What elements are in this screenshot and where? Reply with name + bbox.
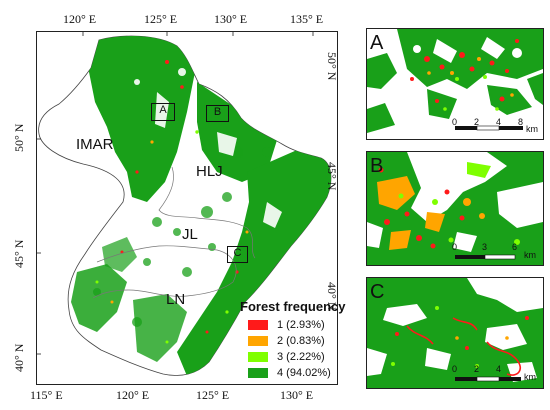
legend-label-3: 3 (2.22%) bbox=[277, 351, 325, 363]
region-label-imar: IMAR bbox=[76, 136, 114, 153]
right-lat-label-45: 45° N bbox=[325, 162, 339, 191]
inset-b-tick-0: 0 bbox=[452, 242, 458, 252]
legend-swatch-2 bbox=[248, 336, 268, 346]
legend-item-3: 3 (2.22%) bbox=[248, 350, 358, 364]
inset-c-map bbox=[367, 278, 543, 388]
inset-a-letter: A bbox=[370, 32, 384, 54]
main-map-frame bbox=[36, 31, 338, 385]
inset-c-tick-1: 2 bbox=[474, 364, 480, 374]
bottom-lon-label-130: 130° E bbox=[280, 388, 314, 402]
inset-b-scale-bar bbox=[455, 254, 516, 260]
legend-swatch-3 bbox=[248, 352, 268, 362]
legend: Forest frequency 1 (2.93%) 2 (0.83%) 3 (… bbox=[240, 299, 358, 382]
main-map bbox=[37, 32, 332, 376]
inset-c bbox=[366, 277, 544, 389]
left-lat-label-45: 45° N bbox=[12, 239, 26, 268]
inset-b-tick-2: 6 bbox=[512, 242, 518, 252]
map-box-a[interactable]: A bbox=[151, 103, 175, 121]
inset-b bbox=[366, 151, 544, 266]
province-boundaries bbox=[92, 166, 256, 299]
legend-swatch-4 bbox=[248, 368, 268, 378]
legend-item-2: 2 (0.83%) bbox=[248, 334, 358, 348]
legend-label-2: 2 (0.83%) bbox=[277, 335, 325, 347]
inset-a-tick-3: 8 bbox=[518, 117, 524, 127]
map-box-c-label: C bbox=[233, 247, 242, 259]
inset-a-tick-2: 4 bbox=[496, 117, 502, 127]
inset-b-map bbox=[367, 152, 543, 265]
region-label-jl: JL bbox=[182, 226, 198, 243]
inset-c-unit: km bbox=[524, 372, 536, 382]
legend-item-1: 1 (2.93%) bbox=[248, 318, 358, 332]
legend-title: Forest frequency bbox=[240, 299, 346, 314]
inset-a-unit: km bbox=[526, 124, 538, 134]
region-label-ln: LN bbox=[166, 291, 186, 308]
map-box-b-label: B bbox=[213, 106, 222, 118]
map-box-c[interactable]: C bbox=[227, 246, 248, 263]
left-lat-label-50: 50° N bbox=[12, 123, 26, 152]
inset-a-tick-0: 0 bbox=[452, 117, 458, 127]
inset-a-scale-bar bbox=[455, 125, 523, 131]
inset-c-scale-bar bbox=[455, 376, 521, 382]
bottom-lon-label-120: 120° E bbox=[116, 388, 150, 402]
left-lat-label-40: 40° N bbox=[12, 343, 26, 372]
inset-b-tick-1: 3 bbox=[482, 242, 488, 252]
right-lat-label-50: 50° N bbox=[325, 52, 339, 81]
bottom-lon-label-125: 125° E bbox=[196, 388, 230, 402]
legend-label-1: 1 (2.93%) bbox=[277, 319, 325, 331]
map-ticks bbox=[37, 32, 314, 355]
inset-a-tick-1: 2 bbox=[474, 117, 480, 127]
top-lon-label-125: 125° E bbox=[144, 12, 178, 26]
legend-label-4: 4 (94.02%) bbox=[277, 367, 331, 379]
legend-swatch-1 bbox=[248, 320, 268, 330]
region-label-hlj: HLJ bbox=[196, 163, 223, 180]
inset-c-tick-2: 4 bbox=[496, 364, 502, 374]
inset-a bbox=[366, 28, 544, 140]
inset-b-unit: km bbox=[524, 250, 536, 260]
forest-cover bbox=[71, 36, 331, 376]
inset-b-letter: B bbox=[370, 155, 384, 177]
legend-item-4: 4 (94.02%) bbox=[248, 366, 358, 380]
map-box-b[interactable]: B bbox=[206, 105, 229, 122]
top-lon-label-135: 135° E bbox=[290, 12, 324, 26]
bottom-lon-label-115: 115° E bbox=[30, 388, 63, 402]
top-lon-label-130: 130° E bbox=[214, 12, 248, 26]
inset-c-letter: C bbox=[370, 281, 385, 303]
map-box-a-label: A bbox=[159, 104, 167, 116]
inset-a-map bbox=[367, 29, 543, 139]
top-lon-label-120: 120° E bbox=[63, 12, 97, 26]
inset-c-tick-0: 0 bbox=[452, 364, 458, 374]
